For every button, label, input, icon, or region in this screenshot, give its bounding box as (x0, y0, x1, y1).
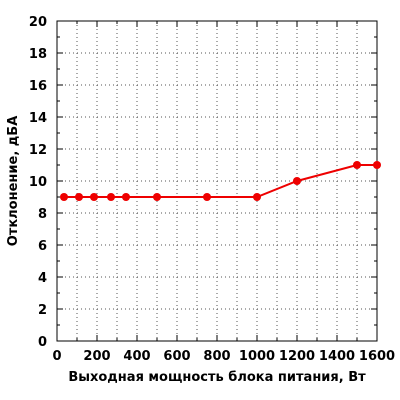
series-group (60, 161, 381, 201)
series-line (64, 164, 377, 198)
x-tick-label: 0 (52, 349, 61, 364)
data-point (373, 161, 381, 169)
x-tick-label: 800 (203, 349, 230, 364)
data-point (253, 193, 261, 201)
data-point (153, 193, 161, 201)
y-tick-label: 4 (38, 271, 47, 286)
data-point (122, 193, 130, 201)
data-point (60, 193, 68, 201)
y-tick-labels: 0 2 4 6 8 10 12 14 16 18 20 (29, 15, 47, 350)
x-axis-label: Выходная мощность блока питания, Вт (68, 370, 366, 385)
y-axis-label: Отклонение, дБА (6, 116, 21, 247)
y-tick-label: 8 (38, 207, 47, 222)
y-tick-label: 6 (38, 239, 47, 254)
x-tick-label: 1000 (239, 349, 275, 364)
x-tick-label: 1400 (319, 349, 355, 364)
data-point (107, 193, 115, 201)
axis-ticks (56, 20, 378, 342)
data-point (353, 161, 361, 169)
y-tick-label: 2 (38, 303, 47, 318)
x-tick-label: 200 (83, 349, 110, 364)
x-tick-labels: 0 200 400 600 800 1000 1200 1400 1600 (52, 349, 395, 364)
y-tick-label: 12 (29, 143, 47, 158)
data-point (75, 193, 83, 201)
data-point (90, 193, 98, 201)
y-tick-label: 16 (29, 79, 47, 94)
data-point (293, 177, 301, 185)
x-tick-label: 1600 (359, 349, 395, 364)
grid (57, 21, 377, 341)
data-point (203, 193, 211, 201)
x-tick-label: 400 (123, 349, 150, 364)
y-tick-label: 20 (29, 15, 47, 30)
x-tick-label: 600 (163, 349, 190, 364)
y-tick-label: 0 (38, 335, 47, 350)
x-tick-label: 1200 (279, 349, 315, 364)
y-tick-label: 14 (29, 111, 47, 126)
y-tick-label: 10 (29, 175, 47, 190)
y-tick-label: 18 (29, 47, 47, 62)
